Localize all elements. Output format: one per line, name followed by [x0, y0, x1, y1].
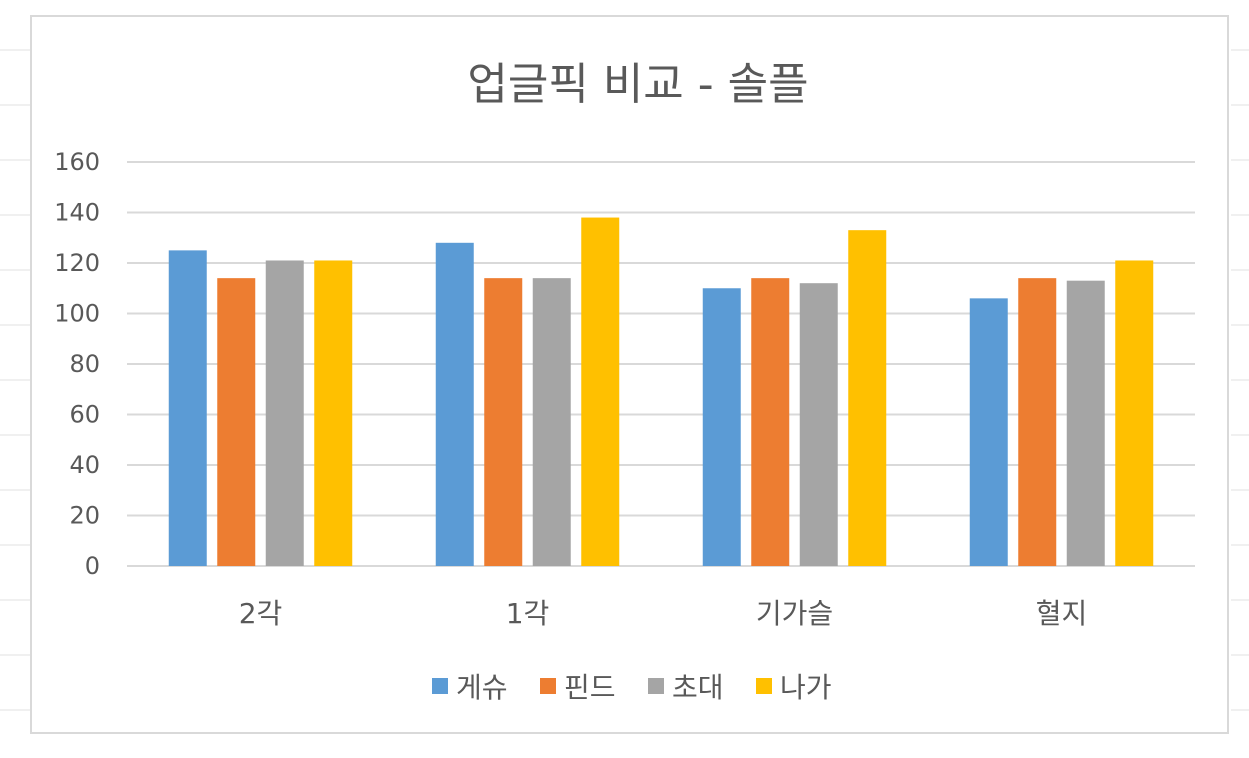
bar-핀드-기가슬[interactable] — [751, 278, 790, 566]
bar-나가-혈지[interactable] — [1115, 260, 1154, 566]
legend-item-나가[interactable]: 나가 — [756, 671, 832, 704]
bar-초대-2각[interactable] — [265, 260, 304, 566]
chart-title: 업글픽 비교 - 솔플 — [467, 59, 808, 110]
bars — [168, 217, 1154, 567]
bar-초대-혈지[interactable] — [1066, 280, 1105, 566]
legend-label: 핀드 — [564, 671, 616, 704]
legend-label: 게슈 — [456, 671, 508, 704]
legend-label: 나가 — [780, 671, 832, 704]
y-tick-label: 140 — [54, 199, 100, 227]
legend-item-초대[interactable]: 초대 — [648, 671, 724, 704]
y-tick-label: 120 — [54, 249, 100, 277]
bar-핀드-2각[interactable] — [217, 278, 256, 566]
bar-나가-1각[interactable] — [581, 217, 620, 567]
y-tick-label: 20 — [69, 502, 100, 530]
bar-게슈-기가슬[interactable] — [702, 288, 741, 566]
legend-swatch — [540, 678, 556, 694]
x-category-label: 2각 — [239, 597, 283, 630]
chart-area[interactable]: 업글픽 비교 - 솔플 0 20 40 60 80 100 120 140 160 2각 1각 기가… — [30, 15, 1229, 734]
y-axis-ticks: 0 20 40 60 80 100 120 140 160 — [54, 148, 100, 580]
legend-swatch — [648, 678, 664, 694]
bar-chart: 업글픽 비교 - 솔플 0 20 40 60 80 100 120 140 160 2각 1각 기가… — [54, 59, 1195, 704]
bar-게슈-혈지[interactable] — [969, 298, 1008, 566]
x-axis-categories: 2각 1각 기가슬 혈지 — [239, 597, 1088, 630]
bar-핀드-혈지[interactable] — [1018, 278, 1057, 566]
legend-item-게슈[interactable]: 게슈 — [432, 671, 508, 704]
gridlines — [127, 161, 1195, 567]
bar-게슈-2각[interactable] — [168, 250, 207, 566]
legend-swatch — [756, 678, 772, 694]
y-tick-label: 40 — [69, 451, 100, 479]
legend[interactable]: 게슈 핀드 초대 나가 — [432, 671, 832, 704]
bar-나가-2각[interactable] — [314, 260, 353, 566]
legend-swatch — [432, 678, 448, 694]
bar-핀드-1각[interactable] — [484, 278, 523, 566]
bar-초대-1각[interactable] — [532, 278, 571, 566]
y-tick-label: 100 — [54, 300, 100, 328]
y-tick-label: 60 — [69, 401, 100, 429]
legend-label: 초대 — [672, 671, 724, 704]
y-tick-label: 80 — [69, 350, 100, 378]
x-category-label: 1각 — [506, 597, 550, 630]
bar-나가-기가슬[interactable] — [848, 230, 887, 567]
bar-게슈-1각[interactable] — [435, 242, 474, 567]
legend-item-핀드[interactable]: 핀드 — [540, 671, 616, 704]
x-category-label: 기가슬 — [756, 597, 833, 630]
y-tick-label: 160 — [54, 148, 100, 176]
bar-초대-기가슬[interactable] — [799, 283, 838, 566]
x-category-label: 혈지 — [1036, 597, 1088, 630]
y-tick-label: 0 — [85, 552, 100, 580]
